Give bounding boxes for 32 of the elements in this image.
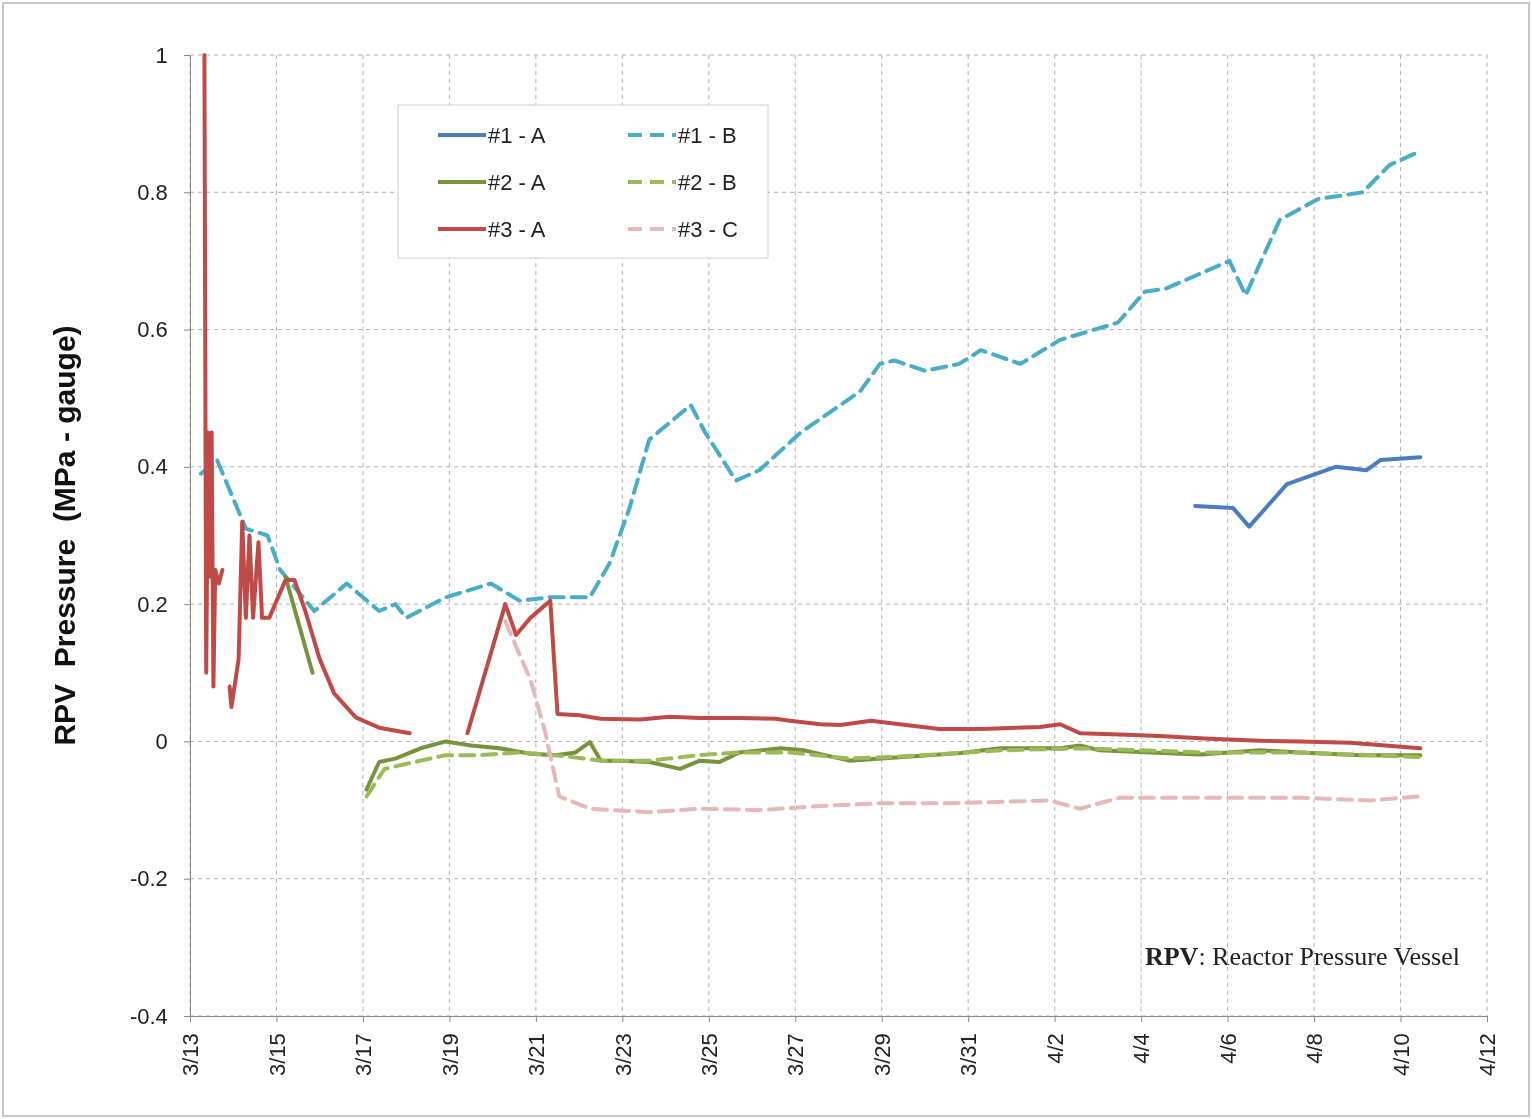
legend-label: #3 - A bbox=[488, 216, 546, 242]
y-tick-label: 0.8 bbox=[137, 179, 168, 205]
x-tick-label: 3/31 bbox=[956, 1033, 982, 1077]
x-tick-label: 3/21 bbox=[524, 1033, 550, 1077]
x-tick-label: 3/13 bbox=[178, 1033, 204, 1077]
y-tick-label: -0.4 bbox=[129, 1003, 168, 1029]
y-tick-label: 0 bbox=[155, 728, 168, 754]
x-tick-label: 3/27 bbox=[783, 1033, 809, 1077]
legend-label: #3 - C bbox=[678, 216, 739, 242]
x-tick-label: 4/4 bbox=[1129, 1033, 1155, 1064]
x-tick-label: 3/15 bbox=[264, 1033, 290, 1077]
x-tick-label: 4/8 bbox=[1302, 1033, 1328, 1064]
y-axis-title: RPV Pressure (MPa - gauge) bbox=[48, 325, 81, 746]
x-tick-label: 3/25 bbox=[697, 1033, 722, 1077]
legend-label: #2 - A bbox=[488, 169, 546, 195]
annotation: RPV: Reactor Pressure Vessel bbox=[1144, 942, 1460, 971]
y-tick-label: 1 bbox=[155, 42, 168, 68]
x-tick-label: 4/12 bbox=[1475, 1033, 1501, 1077]
x-tick-label: 4/6 bbox=[1215, 1033, 1241, 1064]
y-tick-label: 0.6 bbox=[137, 317, 168, 343]
y-tick-label: -0.2 bbox=[129, 866, 168, 892]
x-tick-label: 3/29 bbox=[869, 1033, 895, 1077]
legend-label: #2 - B bbox=[678, 169, 737, 195]
x-tick-label: 4/2 bbox=[1042, 1033, 1068, 1064]
legend-label: #1 - A bbox=[488, 122, 546, 148]
y-tick-label: 0.4 bbox=[137, 454, 168, 480]
x-tick-label: 3/23 bbox=[610, 1033, 636, 1077]
x-tick-label: 3/19 bbox=[437, 1033, 463, 1077]
legend-label: #1 - B bbox=[678, 122, 737, 148]
x-tick-label: 3/17 bbox=[351, 1033, 377, 1077]
x-tick-label: 4/10 bbox=[1388, 1033, 1414, 1077]
y-tick-label: 0.2 bbox=[137, 591, 168, 617]
